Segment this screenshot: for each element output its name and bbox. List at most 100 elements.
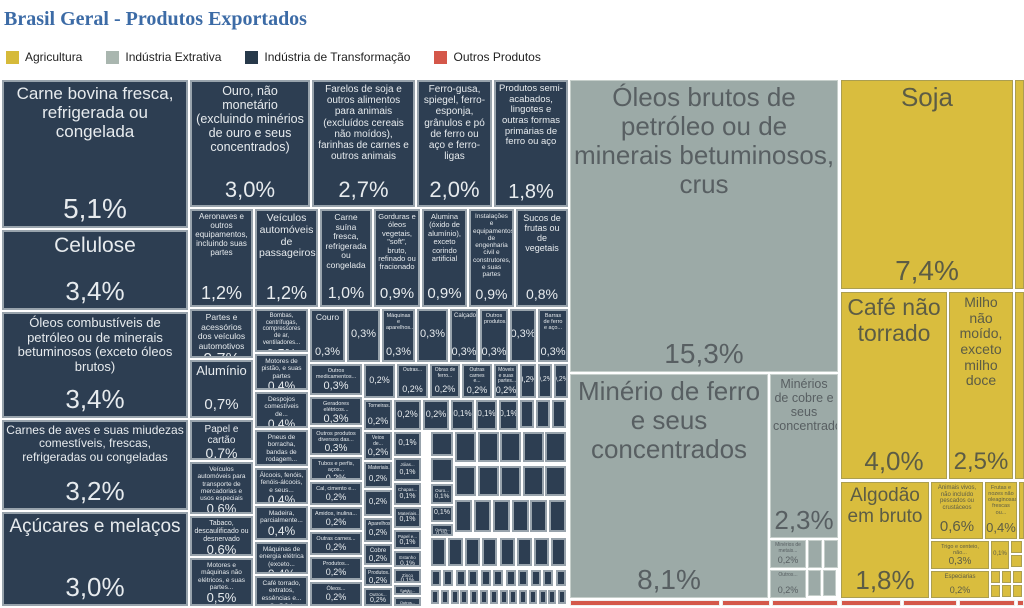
treemap-cell[interactable]: 0,1% — [499, 400, 518, 430]
treemap-cell[interactable]: Celulose 3,4% — [2, 230, 188, 310]
treemap-cell[interactable] — [470, 590, 478, 604]
treemap-cell[interactable]: 0,3% — [510, 309, 536, 362]
treemap-cell[interactable]: 0,2% — [554, 364, 568, 398]
treemap-cell[interactable] — [481, 570, 491, 586]
treemap-cell[interactable]: 0,1% — [431, 506, 453, 522]
treemap-cell[interactable]: Amidos, inulina... 0,2% — [310, 507, 362, 530]
treemap-cell[interactable] — [1002, 571, 1011, 583]
treemap-cell[interactable]: Madeira, parcialmente... 0,4% — [255, 506, 308, 540]
treemap-cell[interactable]: Álcoois, fenóis, fenóis-álcoois, e seus.… — [255, 468, 308, 504]
treemap-cell[interactable]: Algodão em bruto 1,8% — [841, 482, 929, 598]
treemap-cell[interactable]: Geradores elétricos... 0,3% — [310, 397, 362, 425]
treemap-cell[interactable]: Motores e máquinas não elétricos, e suas… — [190, 558, 253, 606]
treemap-cell[interactable] — [431, 570, 441, 586]
treemap-cell[interactable] — [1019, 482, 1024, 539]
treemap-cell[interactable]: 0,2% — [364, 364, 395, 398]
treemap-cell[interactable]: Tabaco, descaulificado ou desnervado 0,6% — [190, 516, 253, 556]
treemap-cell[interactable] — [520, 400, 534, 428]
treemap-cell[interactable]: Veículos automóveis para transporte de m… — [190, 462, 253, 514]
treemap-cell[interactable]: Óleos... 0,2% — [310, 582, 362, 606]
treemap-cell[interactable]: 0,2% — [423, 400, 449, 430]
treemap-cell[interactable]: Torneiras... 0,2% — [364, 400, 392, 430]
treemap-cell[interactable] — [551, 538, 566, 566]
treemap-cell[interactable]: 0,1% — [394, 432, 421, 456]
treemap-cell[interactable]: 0,2% — [538, 364, 552, 398]
treemap-cell[interactable]: Outros...0,1% — [431, 524, 453, 536]
treemap-cell[interactable]: Bombas, centrífugas, compressores de ar,… — [255, 309, 308, 352]
treemap-cell[interactable]: Veios de... 0,2% — [364, 432, 392, 460]
treemap-cell[interactable] — [500, 538, 515, 566]
treemap-cell[interactable]: Carne suína fresca, refrigerada ou conge… — [320, 209, 372, 307]
treemap-cell[interactable]: Motores de pistão, e suas partes 0,4% — [255, 354, 308, 390]
treemap-cell[interactable] — [539, 590, 547, 604]
treemap-cell[interactable]: Outras carnes e... 0,2% — [462, 364, 492, 398]
treemap-cell[interactable] — [443, 570, 453, 586]
treemap-cell[interactable]: Minérios de metais... 0,2% — [770, 540, 806, 568]
treemap-cell[interactable] — [991, 571, 1000, 583]
treemap-cell[interactable]: Produtos... 0,2% — [364, 567, 392, 586]
treemap-cell[interactable]: Gorduras e óleos vegetais, "soft", bruto… — [374, 209, 420, 307]
treemap-cell[interactable] — [808, 570, 821, 596]
treemap-cell[interactable] — [478, 432, 499, 462]
treemap-cell[interactable] — [512, 500, 529, 532]
treemap-cell[interactable] — [460, 590, 468, 604]
treemap-cell[interactable]: Outras... 0,2% — [397, 364, 428, 398]
treemap-cell[interactable]: Barras de ferro e aço... 0,3% — [538, 309, 568, 362]
treemap-cell[interactable] — [824, 540, 838, 568]
treemap-cell[interactable] — [772, 600, 838, 606]
treemap-cell[interactable] — [509, 590, 517, 604]
treemap-cell[interactable]: Ferro-gusa, spiegel, ferro-esponja, grân… — [417, 80, 492, 207]
treemap-cell[interactable] — [959, 600, 1015, 606]
treemap-cell[interactable]: Tubos e perfis, aços... 0,2% — [310, 457, 362, 480]
treemap-cell[interactable]: Milho não moído, exceto milho doce 2,5% — [949, 292, 1013, 479]
treemap-cell[interactable] — [441, 590, 449, 604]
treemap-cell[interactable]: Instalações e equipamentos de engenharia… — [469, 209, 514, 307]
treemap-cell[interactable] — [480, 590, 488, 604]
treemap-cell[interactable] — [455, 466, 476, 496]
treemap-cell[interactable] — [468, 570, 478, 586]
treemap-cell[interactable] — [465, 538, 480, 566]
treemap-cell[interactable] — [518, 570, 528, 586]
treemap-cell[interactable]: Animais vivos, não incluído pescados ou … — [931, 482, 983, 539]
treemap-cell[interactable] — [493, 500, 510, 532]
treemap-cell[interactable] — [548, 590, 556, 604]
treemap-cell[interactable]: Papel e cartão 0,7% — [190, 420, 253, 460]
treemap-cell[interactable]: 0,3% — [347, 309, 380, 362]
treemap-cell[interactable]: Calçados 0,3% — [450, 309, 478, 362]
treemap-cell[interactable]: Óleos combustíveis de petróleo ou de min… — [2, 312, 188, 418]
treemap-cell[interactable]: Aeronaves e outros equipamentos, incluin… — [190, 209, 253, 307]
treemap-cell[interactable]: Soja 7,4% — [841, 80, 1013, 289]
treemap-cell[interactable] — [545, 432, 566, 462]
treemap-cell[interactable] — [991, 585, 1000, 597]
treemap-cell[interactable] — [455, 500, 472, 532]
treemap-cell[interactable] — [841, 600, 901, 606]
treemap-cell[interactable]: Outros... 0,2% — [770, 570, 806, 598]
treemap-cell[interactable]: Papel e... 0,1% — [394, 530, 421, 549]
treemap-cell[interactable] — [431, 590, 439, 604]
treemap-cell[interactable]: 0,1% — [476, 400, 497, 430]
treemap-cell[interactable]: Outros...0,1% — [394, 597, 421, 606]
treemap-cell[interactable]: Obras de ferro... 0,2% — [430, 364, 460, 398]
treemap-cell[interactable]: Máquinas de energia elétrica (exceto... 0… — [255, 542, 308, 574]
treemap-cell[interactable]: Jóias... 0,1% — [394, 458, 421, 481]
treemap-cell[interactable]: 0,1% — [991, 541, 1009, 569]
treemap-cell[interactable] — [478, 466, 499, 496]
treemap-cell[interactable]: Café não torrado 4,0% — [841, 292, 947, 479]
treemap-cell[interactable]: Outros medicamentos... 0,3% — [310, 364, 362, 395]
treemap-cell[interactable]: Ouro... 0,1% — [431, 484, 453, 504]
treemap-cell[interactable]: Minérios de cobre e seus concentrados 2,3… — [770, 374, 838, 538]
treemap-cell[interactable] — [1015, 292, 1024, 479]
treemap-cell[interactable] — [482, 538, 497, 566]
treemap-cell[interactable] — [517, 538, 532, 566]
treemap-cell[interactable]: Minério de ferro e seus concentrados 8,1% — [570, 374, 768, 598]
treemap-cell[interactable] — [523, 466, 544, 496]
treemap-cell[interactable]: Cal, cimento e... 0,2% — [310, 482, 362, 505]
treemap-cell[interactable]: Frutas e nozes não oleaginosas, frescas … — [985, 482, 1017, 539]
treemap-cell[interactable]: Despojos comestíveis de... 0,4% — [255, 392, 308, 428]
treemap-cell[interactable] — [722, 600, 770, 606]
treemap-cell[interactable] — [823, 570, 836, 596]
treemap-cell[interactable] — [530, 500, 547, 532]
treemap-cell[interactable] — [448, 538, 463, 566]
treemap-cell[interactable] — [1002, 585, 1011, 597]
treemap-cell[interactable]: Especiarias 0,2% — [931, 571, 989, 598]
